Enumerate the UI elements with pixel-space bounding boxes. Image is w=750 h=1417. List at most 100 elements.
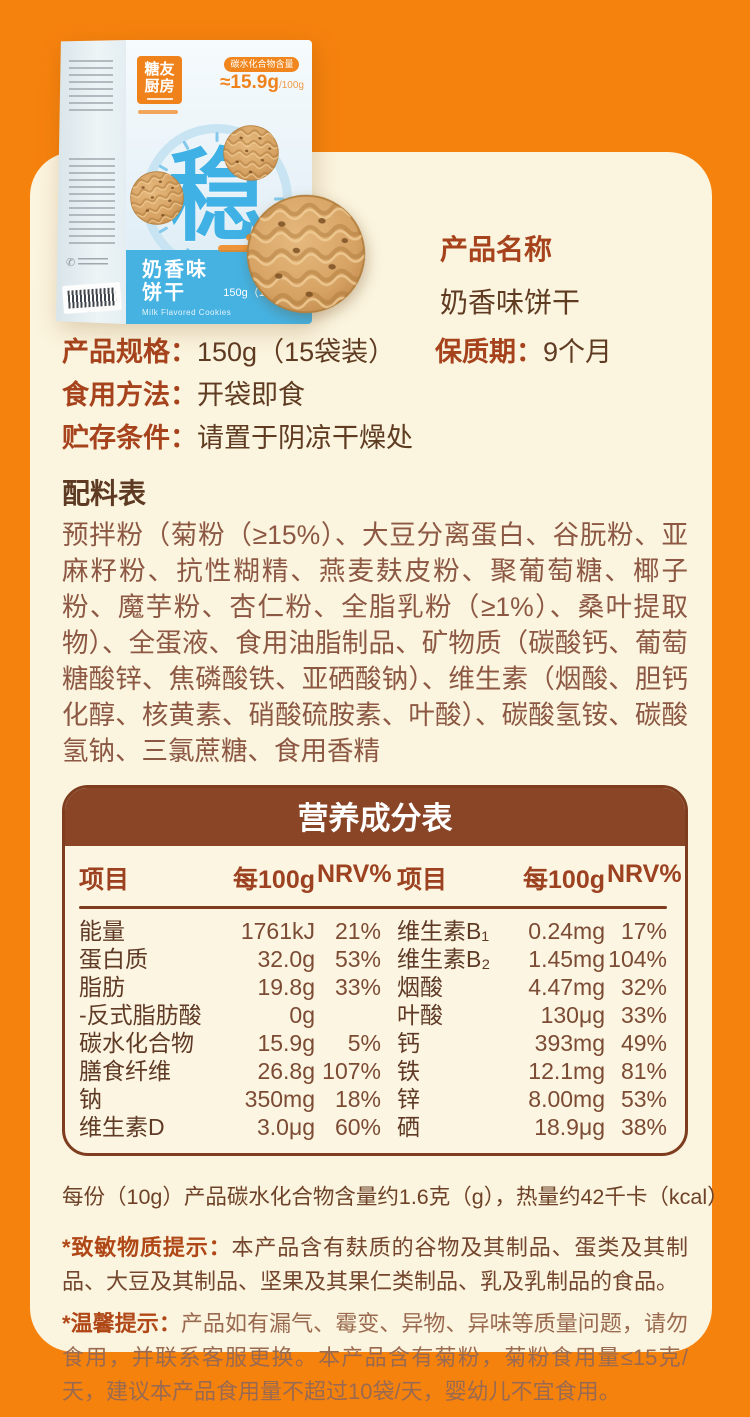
usage-row: 食用方法：开袋即食	[62, 379, 688, 422]
cookie-image-large	[238, 186, 374, 322]
nutrient-name: 维生素B₁	[397, 918, 490, 944]
tips-text: 产品如有漏气、霉变、异物、异味等质量问题，请勿食用，并联系客服更换。本产品含有菊…	[62, 1311, 688, 1404]
nutrient-amount: 26.8g	[257, 1058, 315, 1084]
nutrient-amount: 1.45mg	[528, 946, 605, 972]
nutrient-amount: 12.1mg	[528, 1058, 605, 1084]
nutrient-nrv: 33%	[334, 974, 381, 1000]
nutrient-nrv: 53%	[334, 946, 381, 972]
nutrient-nrv: 49%	[620, 1030, 667, 1056]
nutrient-amount: 130μg	[540, 1002, 605, 1028]
nutrient-name: 钙	[397, 1030, 420, 1056]
nutrient-amount: 15.9g	[257, 1030, 315, 1056]
spec-value: 150g（15袋装）	[197, 337, 396, 367]
col-header: 每100g	[523, 866, 605, 894]
nutrient-nrv: 81%	[620, 1058, 667, 1084]
allergen-label: *致敏物质提示：	[62, 1235, 232, 1260]
nutrient-name: 能量	[79, 918, 125, 944]
storage-row: 贮存条件：请置于阴凉干燥处	[62, 422, 688, 465]
product-name-block: 产品名称 奶香味饼干	[440, 228, 580, 321]
nutrient-amount: 350mg	[244, 1086, 315, 1112]
nutrient-amount: 3.0μg	[256, 1114, 315, 1140]
detail-content: 产品规格：150g（15袋装） 保质期：9个月 食用方法：开袋即食 贮存条件：请…	[62, 336, 729, 1409]
allergen-text: 本产品含有麸质的谷物及其制品、蛋类及其制品、大豆及其制品、坚果及其果仁类制品、乳…	[62, 1235, 688, 1294]
header-divider	[79, 906, 667, 909]
phone-icon: ✆	[66, 256, 109, 269]
nutrient-name: -反式脂肪酸	[79, 1002, 202, 1028]
barcode	[62, 282, 122, 314]
nutrient-nrv: 33%	[620, 1002, 667, 1028]
nutrient-nrv: 60%	[334, 1114, 381, 1140]
nutrient-name: 钠	[79, 1086, 102, 1112]
product-name-value: 奶香味饼干	[440, 287, 581, 318]
col-header: 项目	[79, 866, 130, 894]
box-front-panel: 糖友 厨房 碳水化合物含量 ≈15.9g/100g 稳 奶香	[126, 40, 312, 324]
nutrient-name: 维生素B₂	[397, 946, 491, 972]
tips-note: *温馨提示：产品如有漏气、霉变、异物、异味等质量问题，请勿食用，并联系客服更换。…	[62, 1307, 688, 1409]
nutrient-nrv: 53%	[620, 1086, 667, 1112]
nutrient-amount: 19.8g	[257, 974, 315, 1000]
storage-label: 贮存条件：	[62, 423, 197, 453]
nutrient-name: 维生素D	[79, 1114, 165, 1140]
shelf-value: 9个月	[543, 337, 613, 367]
nutrient-amount: 0g	[289, 1002, 315, 1028]
allergen-note: *致敏物质提示：本产品含有麸质的谷物及其制品、蛋类及其制品、大豆及其制品、坚果及…	[62, 1231, 688, 1299]
nutrient-amount: 18.9μg	[534, 1114, 605, 1140]
nutrient-amount: 0.24mg	[528, 918, 605, 944]
brand-logo: 糖友 厨房	[137, 56, 182, 104]
brand-name-line2: 厨房	[144, 78, 175, 95]
brand-rule	[146, 98, 173, 100]
nutrient-name: 锌	[397, 1086, 420, 1112]
nutrient-name: 铁	[397, 1058, 420, 1084]
shelf-life: 保质期：9个月	[435, 336, 612, 368]
nutrient-nrv: 107%	[322, 1058, 381, 1084]
nutrient-nrv: 38%	[620, 1114, 667, 1140]
carb-content-badge: 碳水化合物含量 ≈15.9g/100g	[220, 54, 304, 97]
nutrient-name: 脂肪	[79, 974, 125, 1000]
nutrient-name: 硒	[397, 1114, 420, 1140]
nutrient-nrv: 32%	[620, 974, 667, 1000]
flavor-name-line1: 奶香味	[142, 259, 208, 281]
col-header: 项目	[397, 866, 448, 894]
side-fine-print-block	[69, 60, 113, 112]
nutrient-name: 蛋白质	[79, 946, 148, 972]
serving-note: 每份（10g）产品碳水化合物含量约1.6克（g），热量约42千卡（kcal）	[62, 1185, 729, 1209]
carb-badge-label: 碳水化合物含量	[224, 57, 300, 72]
nutrient-nrv: 104%	[608, 946, 667, 972]
product-box-image: ✆ 糖友 厨房 碳水化合物含量 ≈15.9g/100g 稳	[56, 40, 312, 324]
col-header: NRV%	[317, 860, 392, 888]
storage-value: 请置于阴凉干燥处	[197, 423, 413, 453]
cookie-image	[217, 119, 286, 188]
side-fine-print-block	[69, 158, 115, 244]
usage-value: 开袋即食	[197, 380, 305, 410]
nutrition-table-title: 营养成分表	[65, 788, 685, 846]
spec-label: 产品规格：	[62, 337, 197, 367]
nutrition-grid: 项目 每100g NRV% 项目 每100g NRV% 能量 1761kJ 21…	[65, 846, 685, 1153]
nutrient-nrv: 5%	[347, 1030, 381, 1056]
box-side-panel: ✆	[56, 40, 126, 324]
nutrient-nrv: 17%	[620, 918, 667, 944]
nutrient-amount: 4.47mg	[528, 974, 605, 1000]
nutrient-nrv: 18%	[334, 1086, 381, 1112]
ingredients-title: 配料表	[62, 478, 147, 509]
usage-label: 食用方法：	[62, 380, 197, 410]
spec-row: 产品规格：150g（15袋装） 保质期：9个月	[62, 336, 688, 379]
nutrient-name: 碳水化合物	[79, 1030, 194, 1056]
col-header: 每100g	[233, 866, 315, 894]
flavor-name-line2: 饼干	[142, 282, 186, 304]
brand-name-line1: 糖友	[144, 61, 175, 78]
carb-badge-value: ≈15.9g/100g	[219, 72, 304, 93]
nutrient-name: 叶酸	[397, 1002, 443, 1028]
cookie-image	[126, 166, 189, 229]
nutrient-name: 膳食纤维	[79, 1058, 171, 1084]
ingredients-text: 预拌粉（菊粉（≥15%）、大豆分离蛋白、谷朊粉、亚麻籽粉、抗性糊精、燕麦麸皮粉、…	[62, 520, 688, 766]
tips-label: *温馨提示：	[62, 1311, 181, 1336]
nutrition-table: 营养成分表 项目 每100g NRV% 项目 每100g NRV% 能量 176…	[62, 785, 688, 1156]
flavor-name-english: Milk Flavored Cookies	[142, 308, 232, 317]
nutrient-amount: 8.00mg	[528, 1086, 605, 1112]
nutrient-name: 烟酸	[397, 974, 443, 1000]
nutrient-nrv	[317, 1001, 381, 1029]
nutrient-amount: 1761kJ	[240, 918, 315, 944]
product-name-label: 产品名称	[440, 234, 553, 265]
col-header: NRV%	[607, 860, 682, 888]
